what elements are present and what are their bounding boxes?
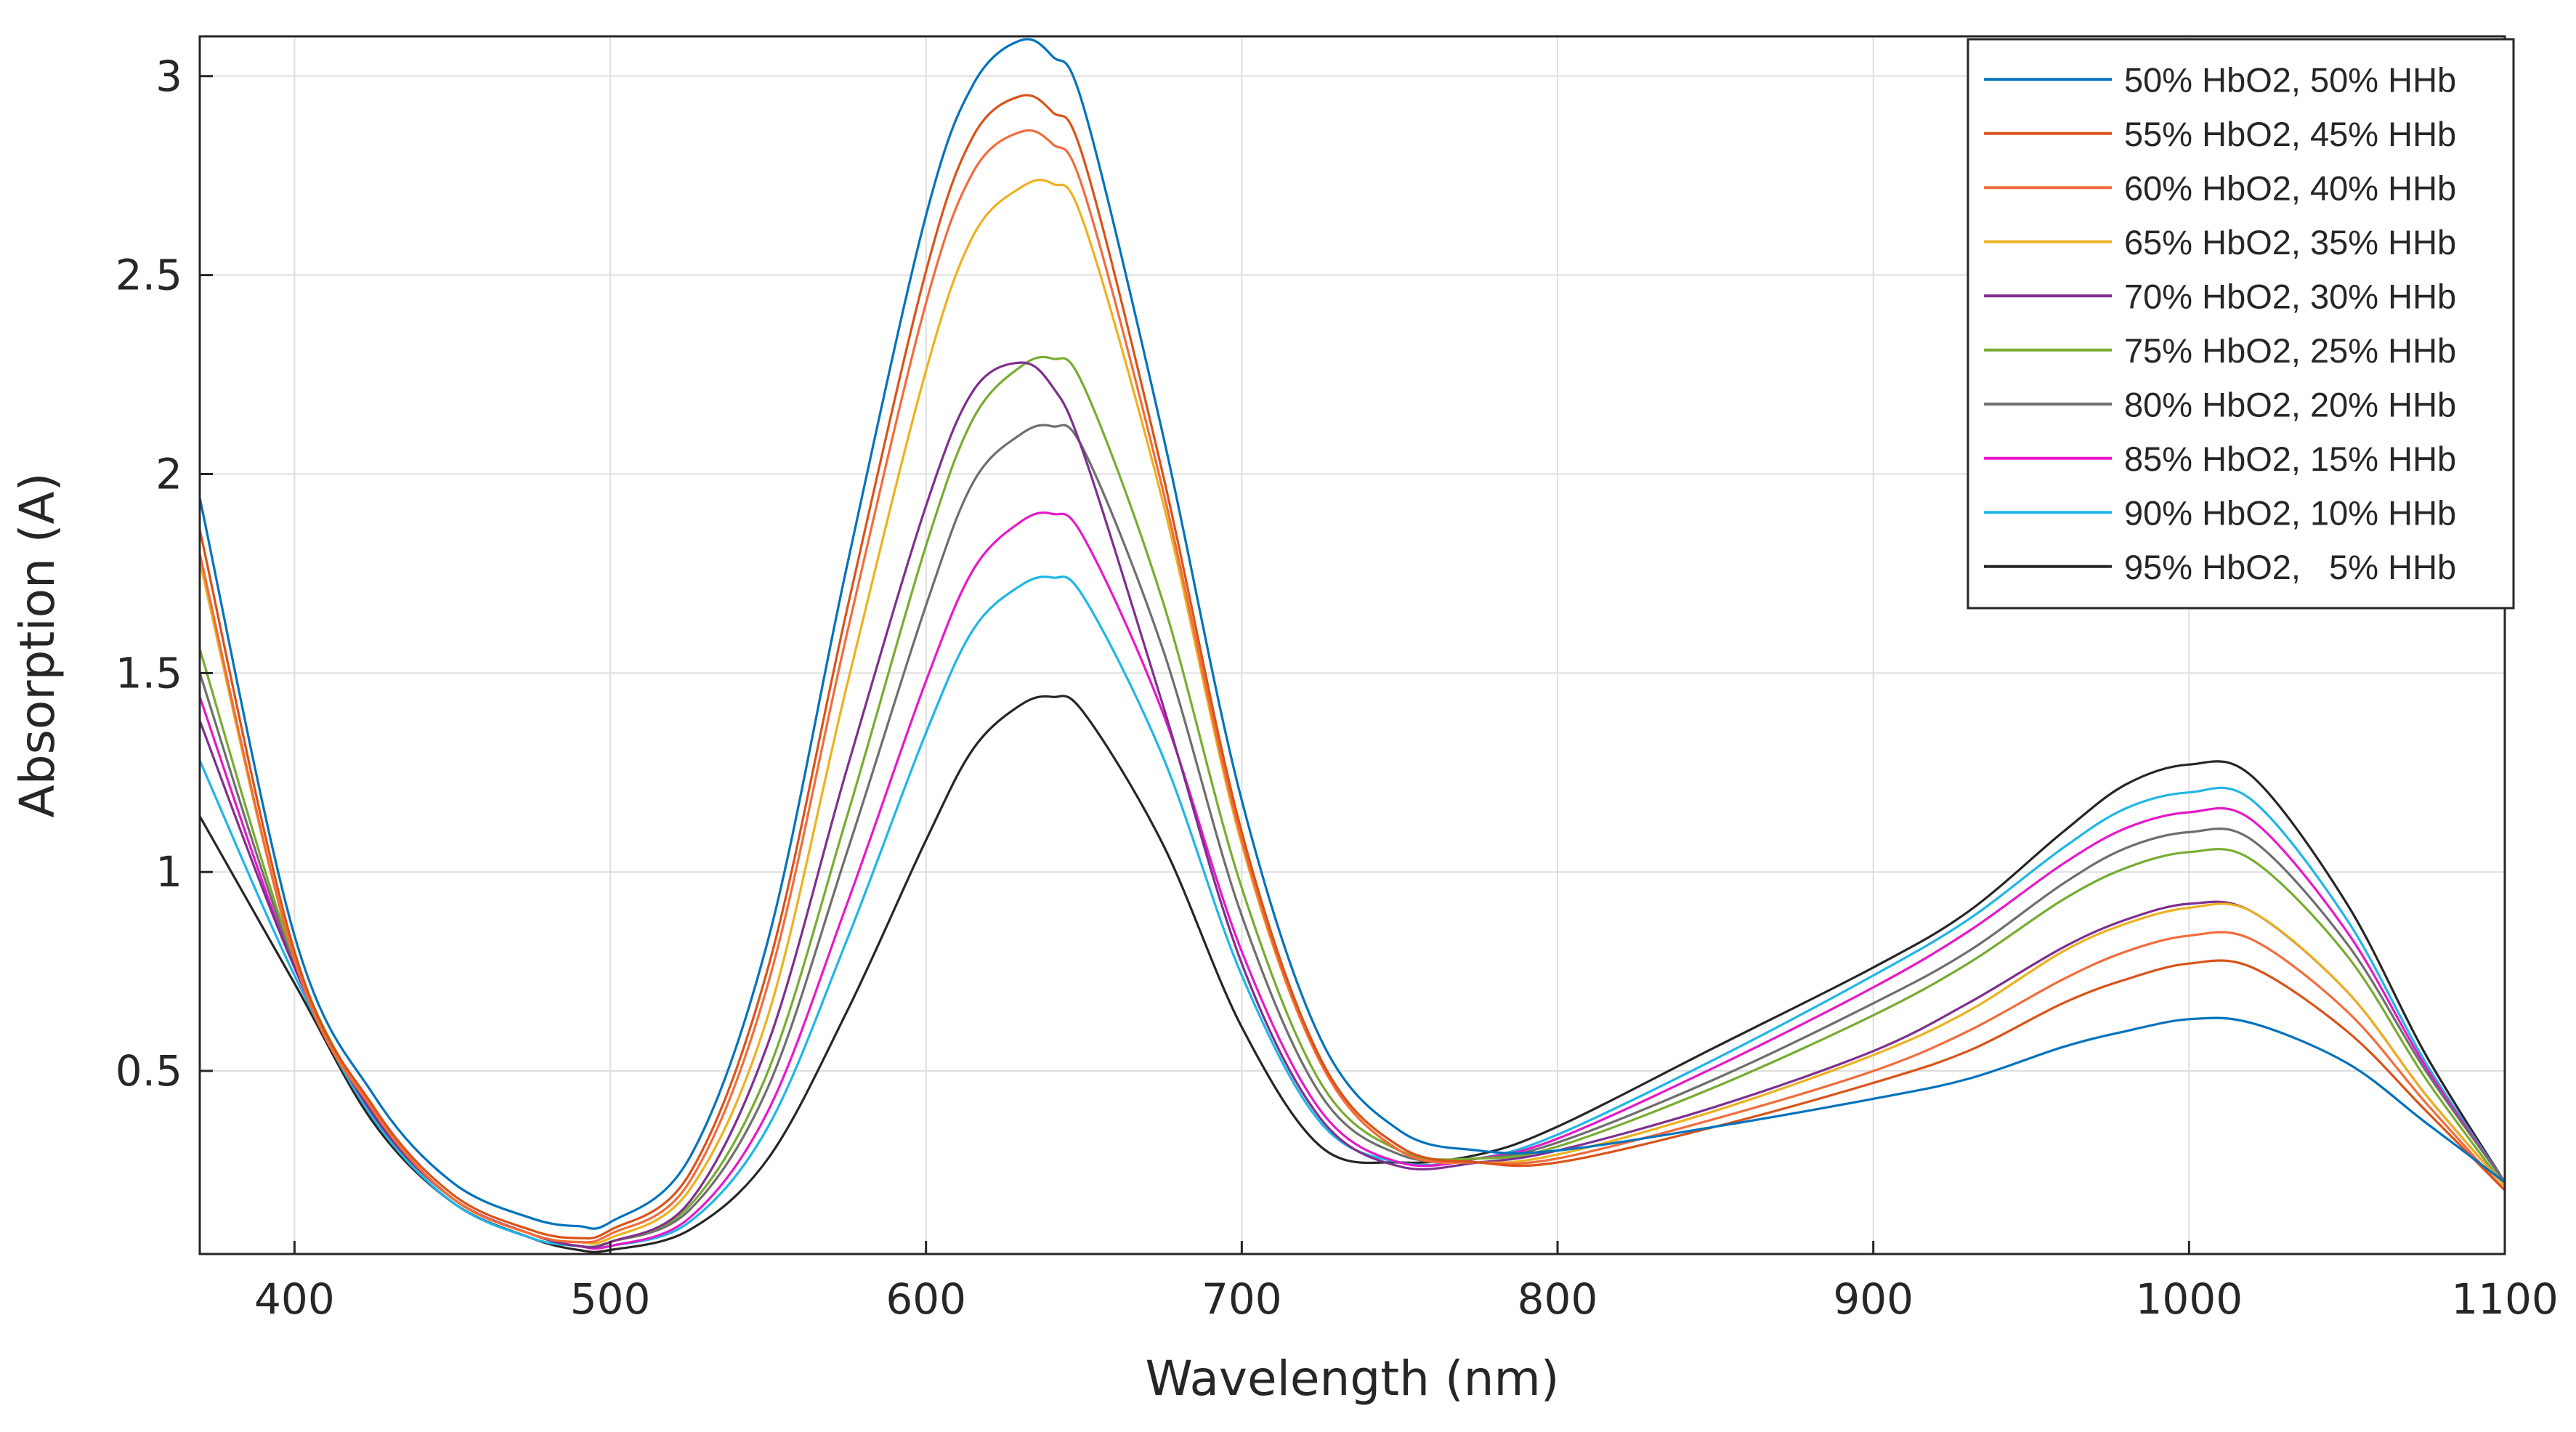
x-tick-label: 1100 <box>2451 1274 2559 1324</box>
y-tick-label: 3 <box>155 52 182 101</box>
y-tick-label: 2 <box>155 449 182 498</box>
legend-label: 75% HbO2, 25% HHb <box>2124 331 2456 370</box>
legend-label: 65% HbO2, 35% HHb <box>2124 223 2456 262</box>
legend-label: 80% HbO2, 20% HHb <box>2124 385 2456 424</box>
legend-label: 85% HbO2, 15% HHb <box>2124 440 2456 478</box>
series-line <box>200 695 2505 1253</box>
legend-label: 90% HbO2, 10% HHb <box>2124 493 2456 532</box>
legend-label: 55% HbO2, 45% HHb <box>2124 115 2456 153</box>
legend-label: 50% HbO2, 50% HHb <box>2124 60 2456 99</box>
x-tick-label: 600 <box>886 1274 966 1324</box>
series-line <box>200 94 2505 1240</box>
x-tick-labels: 400 500 600 700 800 900 1000 1100 <box>254 1274 2559 1324</box>
series-layer <box>200 38 2505 1253</box>
y-tick-label: 0.5 <box>116 1046 182 1096</box>
legend-label: 95% HbO2, 5% HHb <box>2124 548 2456 586</box>
legend: 50% HbO2, 50% HHb 55% HbO2, 45% HHb 60% Hb… <box>1967 38 2515 610</box>
y-tick-label: 2.5 <box>116 251 182 300</box>
x-tick-label: 400 <box>254 1274 335 1324</box>
x-tick-label: 900 <box>1833 1274 1913 1324</box>
tick-marks <box>200 75 2506 1254</box>
series-line <box>200 38 2505 1230</box>
x-axis-label: Wavelength (nm) <box>1145 1351 1559 1407</box>
y-tick-label: 1 <box>155 847 182 897</box>
y-axis-label: Absorption (A) <box>9 473 65 818</box>
legend-label: 70% HbO2, 30% HHb <box>2124 277 2456 315</box>
series-line <box>200 129 2505 1244</box>
x-tick-label: 800 <box>1518 1274 1598 1324</box>
legend-label: 60% HbO2, 40% HHb <box>2124 169 2456 207</box>
x-tick-label: 1000 <box>2136 1274 2243 1324</box>
x-tick-label: 700 <box>1202 1274 1282 1324</box>
y-tick-label: 1.5 <box>116 648 182 697</box>
plot-area <box>198 35 2506 1255</box>
x-tick-label: 500 <box>570 1274 651 1324</box>
y-tick-labels: 0.5 1 1.5 2 2.5 3 <box>116 52 182 1096</box>
series-line <box>200 361 2505 1249</box>
